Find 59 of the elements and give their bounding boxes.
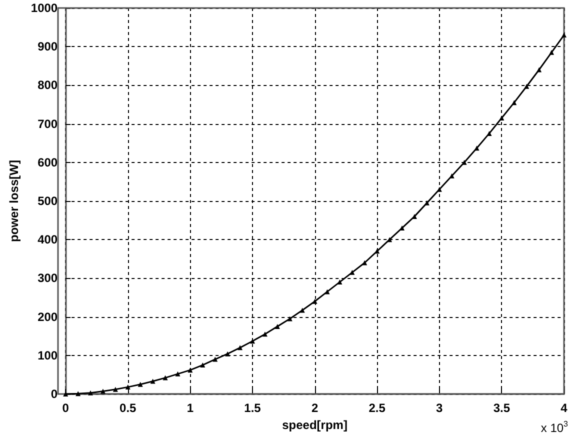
point <box>337 280 342 285</box>
point <box>76 391 81 396</box>
y-tick-label: 600 <box>38 155 58 170</box>
point <box>138 382 143 387</box>
point <box>112 386 118 392</box>
point <box>324 289 330 294</box>
point <box>524 84 530 89</box>
point <box>512 100 517 106</box>
x-tick-label: 3.5 <box>493 401 510 415</box>
x-tick-label: 1.5 <box>244 401 262 415</box>
point <box>88 390 94 396</box>
y-tick-label: 0 <box>50 387 58 401</box>
y-tick-label: 100 <box>38 348 58 362</box>
point <box>562 32 566 38</box>
x-tick-label: 1 <box>186 401 194 415</box>
point <box>188 368 193 373</box>
x-tick-label: 0 <box>62 401 70 415</box>
point <box>499 116 504 121</box>
point <box>400 226 405 231</box>
x-tick-label: 2 <box>311 401 318 415</box>
x-axis-title: speed[rpm] <box>282 418 348 432</box>
point <box>150 378 156 384</box>
point <box>274 324 280 329</box>
point <box>312 298 318 304</box>
x-tick-label: 2.5 <box>368 401 386 415</box>
point <box>200 362 206 368</box>
point <box>536 67 542 72</box>
point <box>287 316 292 322</box>
y-axis-title: power loss[W] <box>7 160 21 242</box>
point <box>387 237 392 242</box>
point <box>462 160 467 165</box>
point <box>212 356 218 362</box>
point <box>350 270 355 275</box>
point <box>162 375 168 380</box>
y-tick-label: 700 <box>38 116 58 131</box>
point <box>549 50 554 55</box>
point <box>436 186 442 192</box>
y-tick-label: 400 <box>38 232 58 247</box>
x-tick-label: 4 <box>560 401 568 415</box>
y-tick-label: 800 <box>38 78 58 92</box>
point <box>374 248 380 254</box>
y-tick-label: 200 <box>38 310 58 324</box>
point <box>300 308 305 313</box>
point <box>175 371 180 376</box>
point <box>238 345 243 350</box>
point <box>362 260 368 266</box>
y-tick-label: 1000 <box>30 1 58 15</box>
y-tick-label: 900 <box>38 40 58 54</box>
point <box>125 384 130 390</box>
point <box>449 173 454 178</box>
point <box>262 332 268 337</box>
point <box>225 351 230 356</box>
point <box>486 130 492 136</box>
y-tick-label: 500 <box>38 194 58 208</box>
x-tick-label: 3 <box>436 401 444 415</box>
point <box>474 146 480 151</box>
x-tick-label: 0.5 <box>120 401 137 415</box>
point <box>100 388 106 394</box>
y-tick-label: 300 <box>38 271 58 286</box>
